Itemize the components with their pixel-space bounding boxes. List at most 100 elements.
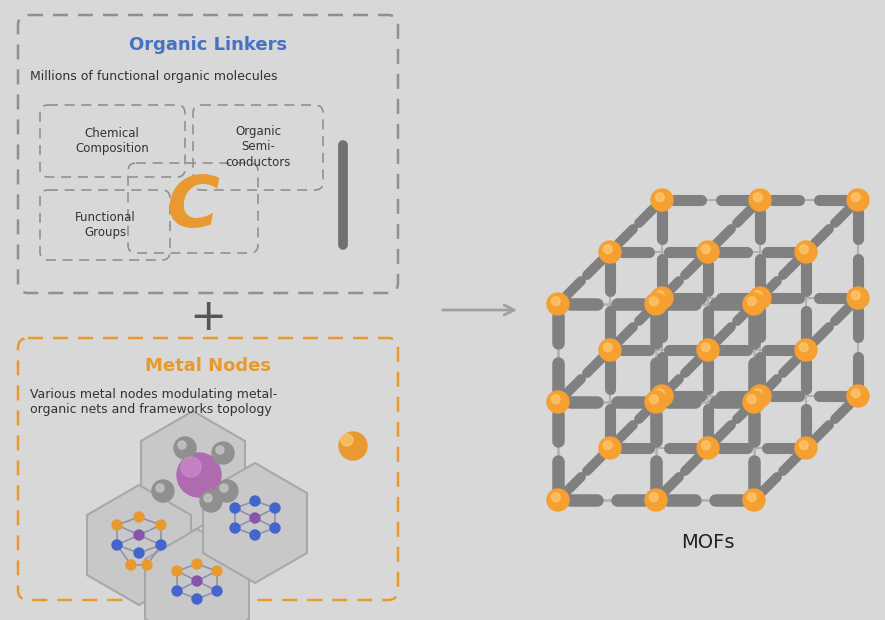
Circle shape [270, 523, 280, 533]
Circle shape [270, 503, 280, 513]
Circle shape [250, 530, 260, 540]
Circle shape [743, 489, 765, 511]
Circle shape [156, 520, 166, 530]
Circle shape [216, 446, 224, 454]
Circle shape [743, 391, 765, 413]
Text: Functional
Groups: Functional Groups [74, 211, 135, 239]
Circle shape [799, 343, 808, 352]
Circle shape [749, 189, 771, 211]
Circle shape [697, 339, 719, 361]
Circle shape [650, 395, 658, 404]
Polygon shape [141, 411, 245, 531]
Text: MOFs: MOFs [681, 533, 735, 552]
Circle shape [142, 560, 152, 570]
Circle shape [795, 339, 817, 361]
Circle shape [339, 432, 367, 460]
Circle shape [134, 548, 144, 558]
Text: Millions of functional organic molecules: Millions of functional organic molecules [30, 70, 278, 83]
Circle shape [112, 520, 122, 530]
Circle shape [230, 503, 240, 513]
Circle shape [697, 437, 719, 459]
Circle shape [200, 490, 222, 512]
Circle shape [156, 484, 164, 492]
Circle shape [547, 391, 569, 413]
Circle shape [851, 291, 860, 299]
Circle shape [551, 297, 560, 306]
Circle shape [178, 441, 186, 449]
Circle shape [216, 480, 238, 502]
Circle shape [156, 540, 166, 550]
Circle shape [645, 489, 667, 511]
Circle shape [748, 493, 756, 502]
Circle shape [748, 297, 756, 306]
Text: Organic Linkers: Organic Linkers [129, 36, 287, 54]
Text: +: + [189, 296, 227, 340]
Circle shape [851, 193, 860, 202]
Circle shape [749, 287, 771, 309]
Circle shape [650, 493, 658, 502]
Circle shape [651, 189, 673, 211]
Circle shape [341, 434, 353, 446]
Circle shape [748, 395, 756, 404]
Circle shape [250, 513, 260, 523]
Text: Chemical
Composition: Chemical Composition [75, 127, 149, 155]
Text: Organic
Semi-
conductors: Organic Semi- conductors [226, 125, 290, 169]
Circle shape [174, 437, 196, 459]
Circle shape [799, 245, 808, 254]
Polygon shape [203, 463, 307, 583]
Circle shape [645, 391, 667, 413]
Circle shape [847, 385, 869, 407]
Circle shape [743, 293, 765, 315]
Circle shape [134, 512, 144, 522]
Circle shape [230, 523, 240, 533]
Circle shape [181, 457, 201, 477]
Circle shape [152, 480, 174, 502]
Circle shape [599, 241, 621, 263]
Circle shape [651, 287, 673, 309]
Circle shape [795, 437, 817, 459]
Circle shape [702, 343, 710, 352]
Circle shape [192, 559, 202, 569]
Circle shape [250, 496, 260, 506]
Circle shape [134, 530, 144, 540]
Polygon shape [87, 485, 191, 605]
Circle shape [551, 395, 560, 404]
Circle shape [220, 484, 228, 492]
Circle shape [847, 287, 869, 309]
Polygon shape [145, 529, 249, 620]
Circle shape [599, 437, 621, 459]
Circle shape [212, 566, 222, 576]
Circle shape [212, 442, 234, 464]
Circle shape [172, 586, 182, 596]
Circle shape [651, 385, 673, 407]
Circle shape [604, 245, 612, 254]
Circle shape [656, 193, 665, 202]
Circle shape [697, 241, 719, 263]
Circle shape [650, 297, 658, 306]
Circle shape [212, 586, 222, 596]
Circle shape [851, 389, 860, 397]
Circle shape [749, 385, 771, 407]
Circle shape [656, 291, 665, 299]
Text: Various metal nodes modulating metal-
organic nets and frameworks topology: Various metal nodes modulating metal- or… [30, 388, 277, 416]
Circle shape [192, 594, 202, 604]
Circle shape [604, 343, 612, 352]
Circle shape [753, 193, 762, 202]
Circle shape [112, 540, 122, 550]
Circle shape [656, 389, 665, 397]
Circle shape [753, 389, 762, 397]
Circle shape [645, 293, 667, 315]
Circle shape [604, 441, 612, 450]
Circle shape [547, 293, 569, 315]
Circle shape [795, 241, 817, 263]
Circle shape [192, 576, 202, 586]
Circle shape [847, 189, 869, 211]
Circle shape [547, 489, 569, 511]
Circle shape [551, 493, 560, 502]
Circle shape [177, 453, 221, 497]
Circle shape [172, 566, 182, 576]
Circle shape [702, 245, 710, 254]
Text: Metal Nodes: Metal Nodes [145, 357, 271, 375]
Circle shape [126, 560, 136, 570]
Circle shape [753, 291, 762, 299]
